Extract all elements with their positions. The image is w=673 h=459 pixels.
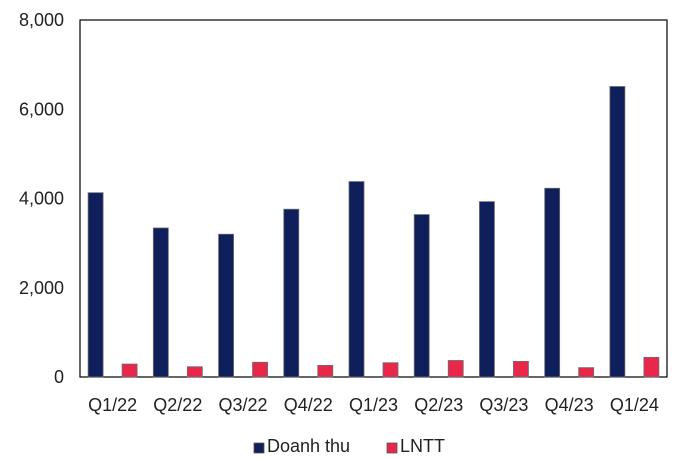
bar-doanh-thu-q1-23 <box>348 181 365 378</box>
legend-swatch-doanh-thu <box>253 442 265 454</box>
bar-lntt-q4-22 <box>317 364 334 378</box>
bar-doanh-thu-q3-23 <box>479 201 495 378</box>
bar-lntt-q2-23 <box>447 360 464 378</box>
legend-label-lntt: LNTT <box>400 436 445 456</box>
bar-lntt-q3-22 <box>252 361 268 378</box>
legend-label-doanh-thu: Doanh thu <box>267 436 350 456</box>
x-tick-label: Q1/24 <box>610 395 659 415</box>
y-tick-label: 6,000 <box>19 99 64 119</box>
legend: Doanh thu LNTT <box>253 436 445 456</box>
plot-area-frame <box>79 19 668 378</box>
y-tick-label: 8,000 <box>19 10 64 30</box>
legend-swatch-lntt <box>386 442 398 454</box>
bar-doanh-thu-q2-23 <box>413 214 430 378</box>
bar-lntt-q1-22 <box>121 363 138 378</box>
x-tick-label: Q4/22 <box>284 395 333 415</box>
bars-group <box>87 86 660 378</box>
bar-lntt-q2-22 <box>186 366 203 378</box>
y-tick-label: 0 <box>54 367 64 387</box>
x-tick-label: Q4/23 <box>545 395 594 415</box>
x-tick-label: Q3/22 <box>219 395 268 415</box>
bar-doanh-thu-q4-22 <box>283 208 300 378</box>
bar-lntt-q1-24 <box>643 356 660 378</box>
x-tick-label: Q1/22 <box>88 395 137 415</box>
x-tick-label: Q1/23 <box>349 395 398 415</box>
x-axis-ticks: Q1/22 Q2/22 Q3/22 Q4/22 Q1/23 Q2/23 Q3/23 Q4/23… <box>88 395 659 415</box>
x-tick-label: Q2/22 <box>153 395 202 415</box>
x-tick-label: Q2/23 <box>414 395 463 415</box>
bar-doanh-thu-q3-22 <box>218 233 234 378</box>
y-tick-label: 4,000 <box>19 189 64 209</box>
bar-doanh-thu-q2-22 <box>152 227 169 378</box>
x-tick-label: Q3/23 <box>479 395 528 415</box>
bar-lntt-q4-23 <box>578 367 595 378</box>
y-axis-ticks: 0 2,000 4,000 6,000 8,000 <box>19 10 64 387</box>
bar-doanh-thu-q4-23 <box>544 187 561 378</box>
y-tick-label: 2,000 <box>19 278 64 298</box>
bar-doanh-thu-q1-24 <box>609 86 626 378</box>
bar-doanh-thu-q1-22 <box>87 192 104 378</box>
bar-lntt-q1-23 <box>382 362 399 378</box>
bar-lntt-q3-23 <box>513 360 529 378</box>
